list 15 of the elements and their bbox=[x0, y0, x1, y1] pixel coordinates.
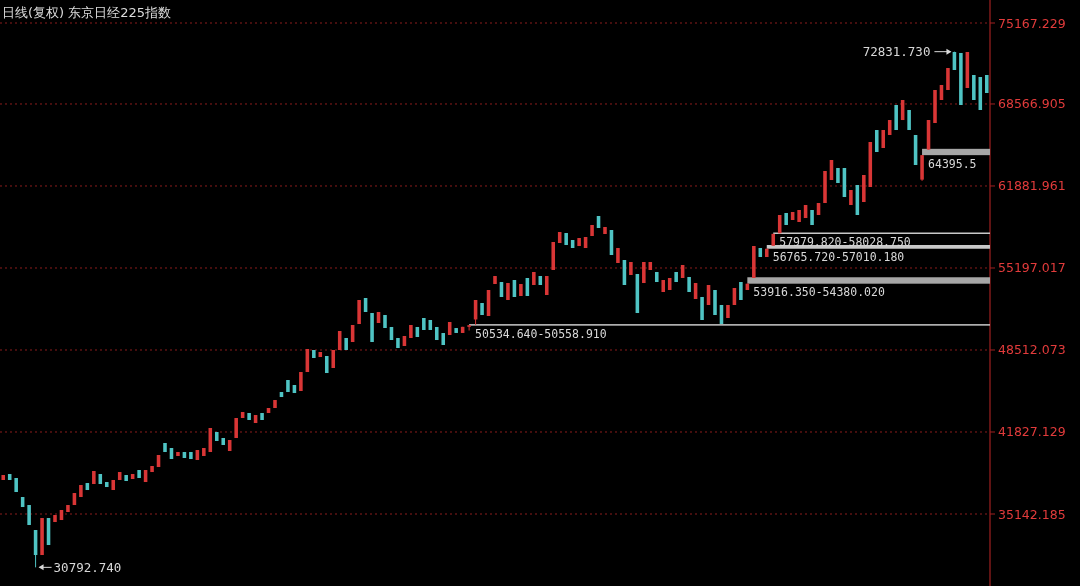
y-tick-label: 61881.961 bbox=[998, 178, 1066, 194]
band-label: 53916.350-54380.020 bbox=[753, 285, 885, 300]
band-label: 64395.5 bbox=[928, 156, 977, 171]
y-tick-label: 68566.905 bbox=[998, 96, 1066, 112]
y-tick-label: 35142.185 bbox=[998, 506, 1066, 522]
chart-title: 日线(复权) 东京日经225指数 bbox=[2, 5, 172, 20]
y-tick-label: 55197.017 bbox=[998, 260, 1066, 276]
y-tick-label: 75167.229 bbox=[998, 15, 1066, 31]
band-label: 56765.720-57010.180 bbox=[772, 250, 905, 265]
annotation: 30792.740 bbox=[53, 559, 122, 575]
candlestick bbox=[467, 324, 471, 332]
y-tick-label: 41827.129 bbox=[998, 424, 1066, 440]
y-tick-label: 48512.073 bbox=[998, 342, 1066, 358]
band-label: 50534.640-50558.910 bbox=[475, 326, 607, 341]
annotation: 72831.730 bbox=[862, 44, 931, 60]
